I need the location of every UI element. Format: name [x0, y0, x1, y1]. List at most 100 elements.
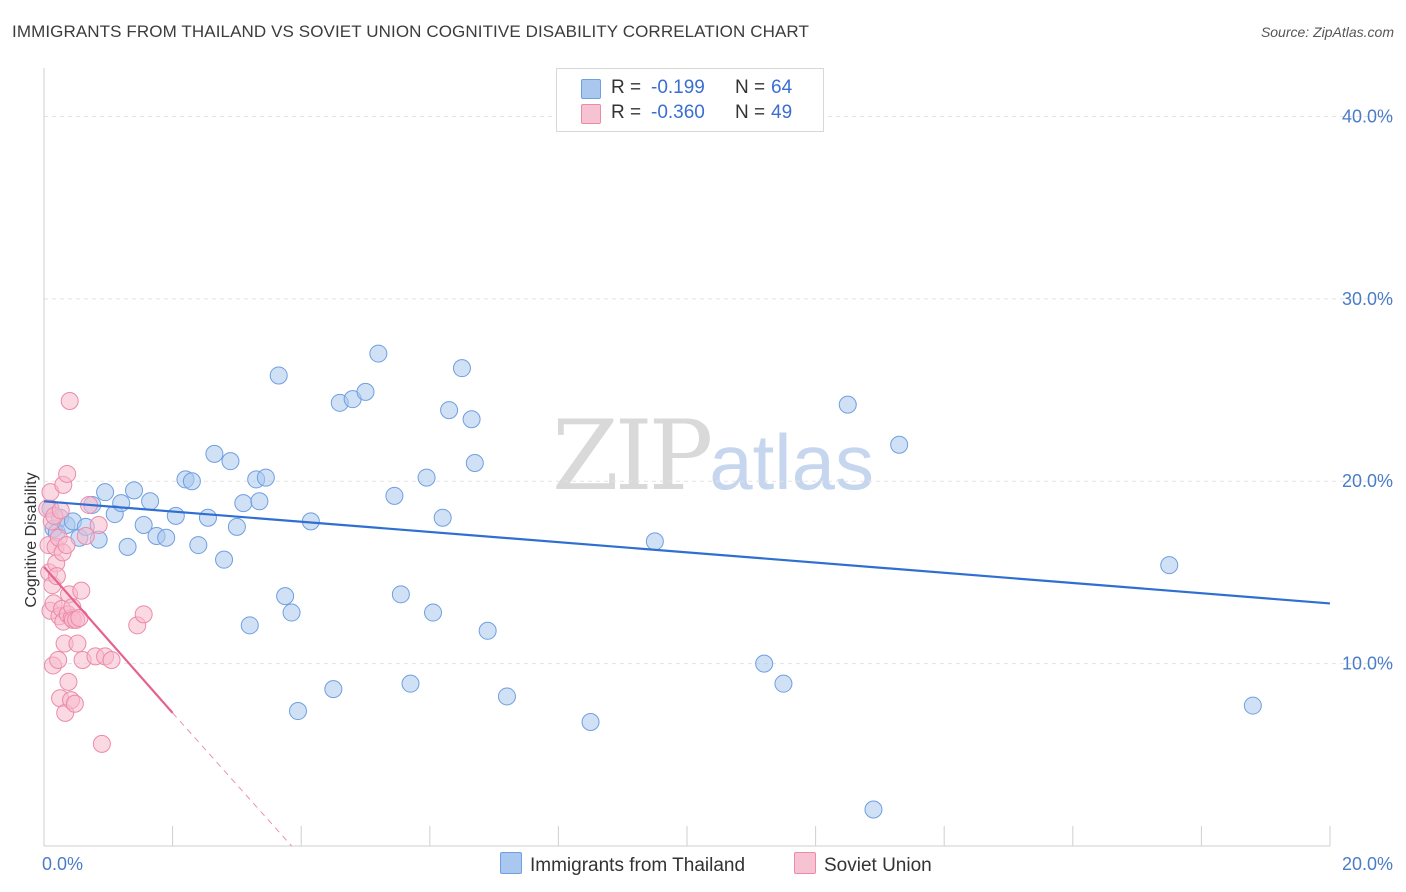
- thailand-legend-swatch: [500, 852, 522, 874]
- soviet-point: [68, 634, 87, 653]
- thailand-point: [240, 616, 259, 635]
- soviet-point: [76, 526, 95, 545]
- n-label: N =: [735, 102, 766, 123]
- thailand-legend-label: Immigrants from Thailand: [530, 855, 746, 876]
- tick-labels: 10.0% 20.0% 30.0% 40.0% 0.0% 20.0%: [42, 106, 1393, 874]
- thailand-point: [205, 444, 224, 463]
- chart-title: IMMIGRANTS FROM THAILAND VS SOVIET UNION…: [12, 22, 809, 41]
- thailand-point: [227, 517, 246, 536]
- thailand-point: [645, 532, 664, 551]
- series-soviet-points: [38, 391, 153, 753]
- thailand-point: [182, 472, 201, 491]
- thailand-point: [478, 621, 497, 640]
- thailand-point: [433, 508, 452, 527]
- soviet-point: [59, 672, 78, 691]
- thailand-point: [198, 508, 217, 527]
- thailand-point: [581, 712, 600, 731]
- thailand-point: [838, 395, 857, 414]
- thailand-point: [417, 468, 436, 487]
- thailand-point: [774, 674, 793, 693]
- watermark-zip: ZIP: [552, 400, 713, 512]
- legend-item-thailand: Immigrants from Thailand: [500, 852, 745, 877]
- axes: [43, 68, 1331, 847]
- r-label: R =: [611, 77, 642, 98]
- r-label: R =: [611, 102, 642, 123]
- soviet-point: [57, 536, 76, 555]
- n-value: 64: [771, 77, 793, 98]
- n-label: N =: [735, 77, 766, 98]
- thailand-point: [141, 492, 160, 511]
- watermark-atlas: atlas: [709, 418, 874, 506]
- thailand-point: [282, 603, 301, 622]
- thailand-point: [157, 528, 176, 547]
- thailand-point: [1160, 556, 1179, 575]
- grid-lines: [44, 115, 1392, 665]
- thailand-point: [401, 674, 420, 693]
- legend-item-soviet: Soviet Union: [794, 852, 932, 877]
- soviet-point: [89, 516, 108, 535]
- thailand-point: [269, 366, 288, 385]
- thailand-point: [288, 702, 307, 721]
- thailand-point: [96, 483, 115, 502]
- thailand-point: [356, 382, 375, 401]
- soviet-point: [92, 734, 111, 753]
- stats-legend: R = -0.199 N = 64 R = -0.360 N = 49: [556, 68, 824, 132]
- y-tick-label: 30.0%: [1342, 289, 1393, 309]
- soviet-point: [58, 464, 77, 483]
- thailand-point: [864, 800, 883, 819]
- thailand-point: [221, 452, 240, 471]
- thailand-point: [385, 486, 404, 505]
- thailand-point: [134, 516, 153, 535]
- soviet-point: [60, 391, 79, 410]
- soviet-swatch: [581, 104, 601, 124]
- thailand-point: [324, 680, 343, 699]
- thailand-point: [1243, 696, 1262, 715]
- soviet-legend-label: Soviet Union: [824, 855, 932, 876]
- thailand-point: [890, 435, 909, 454]
- soviet-point: [72, 581, 91, 600]
- thailand-point: [189, 536, 208, 555]
- series-thailand-points: [41, 344, 1262, 819]
- trend-lines: [43, 500, 1331, 847]
- thailand-point: [497, 687, 516, 706]
- r-value: -0.360: [651, 102, 705, 123]
- source-label: Source: ZipAtlas.com: [1260, 24, 1394, 40]
- soviet-trend-line: [172, 712, 292, 847]
- thailand-point: [250, 492, 269, 511]
- soviet-point: [51, 501, 70, 520]
- thailand-point: [755, 654, 774, 673]
- y-tick-label: 20.0%: [1342, 471, 1393, 491]
- thailand-point: [369, 344, 388, 363]
- soviet-legend-swatch: [794, 852, 816, 874]
- y-tick-label: 10.0%: [1342, 654, 1393, 674]
- thailand-point: [440, 401, 459, 420]
- soviet-point: [47, 567, 66, 586]
- x-tick-label: 20.0%: [1342, 854, 1393, 874]
- thailand-point: [112, 494, 131, 513]
- y-axis-label: Cognitive Disability: [23, 472, 40, 607]
- thailand-point: [234, 494, 253, 513]
- thailand-point: [424, 603, 443, 622]
- soviet-point: [102, 650, 121, 669]
- thailand-trend-line: [43, 500, 1331, 605]
- soviet-point: [49, 650, 68, 669]
- thailand-point: [125, 481, 144, 500]
- thailand-point: [118, 537, 137, 556]
- thailand-point: [276, 587, 295, 606]
- soviet-trend-line: [43, 566, 174, 714]
- thailand-point: [462, 410, 481, 429]
- x-tick-label: 0.0%: [42, 854, 83, 874]
- thailand-point: [215, 550, 234, 569]
- thailand-point: [391, 585, 410, 604]
- watermark: ZIPatlas: [552, 400, 874, 512]
- y-tick-label: 40.0%: [1342, 106, 1393, 126]
- soviet-point: [65, 694, 84, 713]
- thailand-point: [166, 506, 185, 525]
- r-value: -0.199: [651, 77, 705, 98]
- thailand-swatch: [581, 79, 601, 99]
- thailand-point: [465, 454, 484, 472]
- n-value: 49: [771, 102, 793, 123]
- thailand-point: [256, 468, 275, 487]
- soviet-point: [70, 609, 89, 628]
